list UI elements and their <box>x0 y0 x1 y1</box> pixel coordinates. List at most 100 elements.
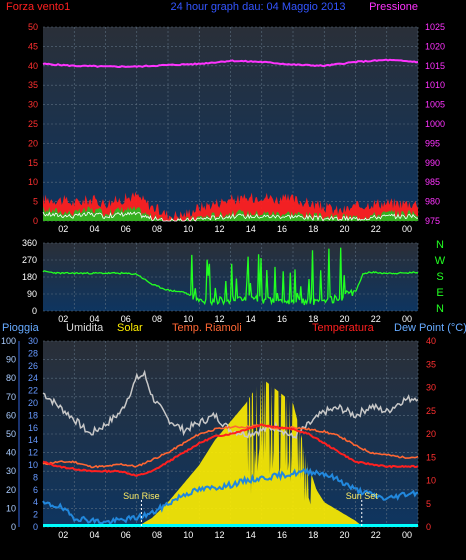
direction-y-tick: 90 <box>27 289 37 299</box>
wind-y-tick: 40 <box>28 61 38 71</box>
solar-y-tick: 14 <box>28 435 38 445</box>
pressure-y-tick: 985 <box>425 177 440 187</box>
rain-y-tick: 90 <box>6 355 16 365</box>
rain-y-tick: 0 <box>11 522 16 532</box>
wind-x-tick: 16 <box>277 224 287 234</box>
pressure-y-tick: 995 <box>425 138 440 148</box>
temperature-y-tick: 25 <box>426 406 436 416</box>
solar-y-tick: 30 <box>28 336 38 346</box>
solar-y-tick: 2 <box>33 510 38 520</box>
temperature-x-tick: 20 <box>339 530 349 540</box>
rain-y-tick: 20 <box>6 485 16 495</box>
dew-point-line <box>42 467 419 526</box>
solar-y-tick: 26 <box>28 361 38 371</box>
pressure-y-tick: 1005 <box>425 100 445 110</box>
direction-x-tick: 14 <box>246 314 256 324</box>
rain-y-tick: 70 <box>6 392 16 402</box>
direction-line <box>42 247 419 307</box>
temperature-x-tick: 06 <box>121 530 131 540</box>
legend-item: Temp. Riamoli <box>172 322 242 334</box>
solar-y-tick: 20 <box>28 398 38 408</box>
pressure-line <box>42 58 419 68</box>
rain-y-tick: 30 <box>6 466 16 476</box>
wind-x-tick: 20 <box>339 224 349 234</box>
pressure-y-tick: 1020 <box>425 41 445 51</box>
pressure-y-tick: 1010 <box>425 80 445 90</box>
direction-x-tick: 02 <box>58 314 68 324</box>
solar-y-tick: 18 <box>28 410 38 420</box>
temp-riamoli-line <box>42 422 419 469</box>
wind-y-tick: 10 <box>28 177 38 187</box>
wind-y-tick: 15 <box>28 158 38 168</box>
pressure-y-tick: 975 <box>425 216 440 226</box>
solar-y-tick: 16 <box>28 423 38 433</box>
wind-y-tick: 0 <box>33 216 38 226</box>
temperature-x-tick: 16 <box>277 530 287 540</box>
wind-x-tick: 10 <box>183 224 193 234</box>
sun-marker-label: Sun Set <box>346 491 379 501</box>
direction-y-tick: 360 <box>22 238 37 248</box>
direction-y-tick: 270 <box>22 255 37 265</box>
temperature-y-tick: 15 <box>426 452 436 462</box>
direction-x-tick: 12 <box>214 314 224 324</box>
legend-item: Solar <box>117 322 143 334</box>
temperature-legend: Pioggia Umidita Solar Temp. Riamoli Temperat… <box>2 322 466 334</box>
pressure-y-tick: 1025 <box>425 22 445 32</box>
solar-y-tick: 28 <box>28 348 38 358</box>
solar-y-tick: 6 <box>33 485 38 495</box>
direction-x-tick: 20 <box>339 314 349 324</box>
pressure-y-tick: 980 <box>425 197 440 207</box>
wind-x-tick: 14 <box>246 224 256 234</box>
temperature-y-tick: 0 <box>426 522 431 532</box>
wind-y-tick: 25 <box>28 119 38 129</box>
direction-x-tick: 08 <box>152 314 162 324</box>
rain-y-tick: 100 <box>1 336 16 346</box>
temperature-x-tick: 02 <box>58 530 68 540</box>
temperature-y-tick: 20 <box>426 429 436 439</box>
temperature-x-tick: 18 <box>308 530 318 540</box>
direction-compass-label: N <box>436 303 444 315</box>
chart-title: 24 hour graph dau: 04 Maggio 2013 <box>171 1 346 13</box>
wind-x-tick: 06 <box>121 224 131 234</box>
pressure-y-tick: 990 <box>425 158 440 168</box>
rain-y-tick: 60 <box>6 410 16 420</box>
direction-x-tick: 06 <box>121 314 131 324</box>
solar-y-tick: 4 <box>33 497 38 507</box>
temperature-y-tick: 35 <box>426 359 436 369</box>
direction-y-tick: 0 <box>32 306 37 316</box>
humidity-line <box>42 369 419 440</box>
rain-y-tick: 40 <box>6 448 16 458</box>
temperature-x-tick: 04 <box>89 530 99 540</box>
wind-y-tick: 50 <box>28 22 38 32</box>
solar-y-tick: 24 <box>28 373 38 383</box>
solar-y-tick: 8 <box>33 472 38 482</box>
wind-y-tick: 45 <box>28 41 38 51</box>
pressure-axis-title: Pressione <box>369 1 418 13</box>
direction-x-tick: 00 <box>402 314 412 324</box>
wind-x-tick: 12 <box>214 224 224 234</box>
wind-average-area <box>43 206 418 221</box>
temperature-y-tick: 10 <box>426 476 436 486</box>
direction-compass-label: S <box>436 271 443 283</box>
pressure-y-tick: 1000 <box>425 119 445 129</box>
rain-y-tick: 10 <box>6 503 16 513</box>
temperature-y-tick: 40 <box>426 336 436 346</box>
wind-y-tick: 30 <box>28 100 38 110</box>
direction-compass-label: W <box>435 255 446 267</box>
wind-pressure-panel: 0510152025303540455097598098599099510001… <box>28 22 445 234</box>
direction-x-tick: 04 <box>89 314 99 324</box>
legend-item: Dew Point (°C) <box>394 322 466 334</box>
wind-x-tick: 00 <box>402 224 412 234</box>
direction-x-tick: 10 <box>183 314 193 324</box>
wind-y-tick: 20 <box>28 138 38 148</box>
wind-x-tick: 08 <box>152 224 162 234</box>
wind-x-tick: 02 <box>58 224 68 234</box>
legend-item: Pioggia <box>2 322 40 334</box>
sun-marker-label: Sun Rise <box>123 491 160 501</box>
wind-y-tick: 35 <box>28 80 38 90</box>
temperature-x-tick: 14 <box>246 530 256 540</box>
solar-y-tick: 22 <box>28 386 38 396</box>
